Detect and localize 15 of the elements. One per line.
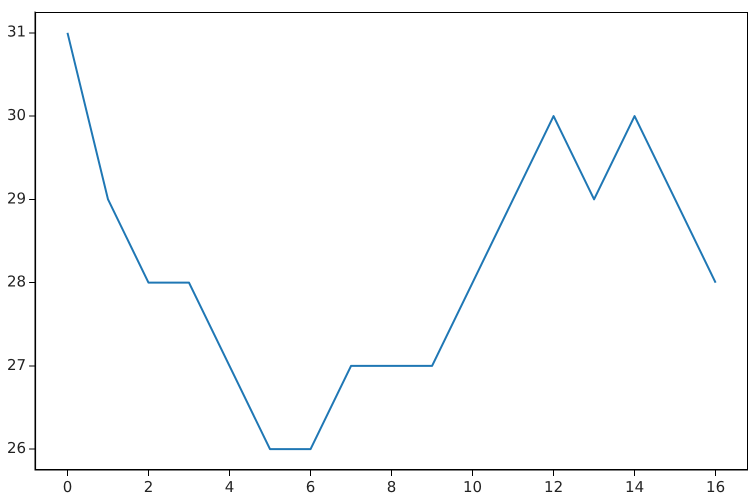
y-tick-label: 30 [6,106,26,124]
y-tick-label: 29 [6,189,26,208]
x-tick-label: 8 [386,478,396,496]
x-tick-label: 14 [625,478,644,496]
x-tick-label: 6 [306,478,316,496]
y-tick-label: 31 [6,22,26,41]
x-tick-label: 2 [144,478,154,496]
x-tick-label: 10 [463,478,482,496]
x-tick-label: 0 [62,478,72,496]
x-tick-label: 4 [224,478,234,496]
y-tick-label: 26 [6,439,26,458]
y-tick-label: 28 [6,272,26,291]
x-tick-label: 16 [706,478,726,496]
y-tick-label: 27 [6,356,26,374]
x-tick-label: 12 [544,478,564,496]
